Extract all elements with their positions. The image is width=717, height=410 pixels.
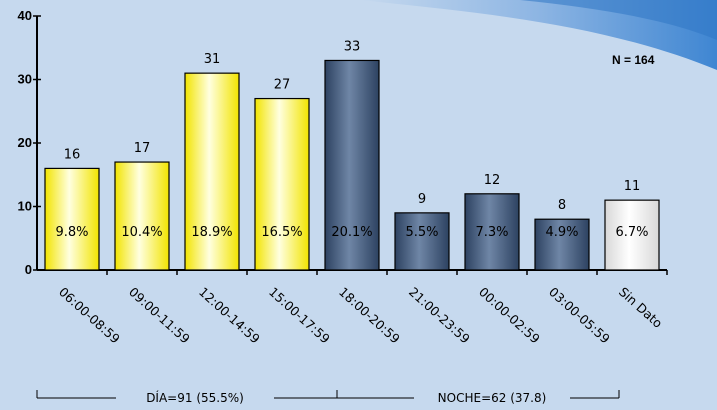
bar bbox=[324, 59, 380, 271]
decorative-swoosh-highlight bbox=[520, 0, 717, 40]
x-tick-label: 03:00-05:59 bbox=[546, 284, 613, 346]
bar-percent-label: 6.7% bbox=[615, 225, 648, 240]
bar-value-label: 31 bbox=[204, 52, 221, 67]
group-brackets: DÍA=91 (55.5%) NOCHE=62 (37.8) bbox=[36, 390, 620, 405]
x-tick-label: 18:00-20:59 bbox=[336, 284, 403, 346]
bar bbox=[254, 97, 310, 271]
bar-value-label: 8 bbox=[558, 198, 566, 213]
x-tick-label: 21:00-23:59 bbox=[406, 284, 473, 346]
bar-percent-label: 9.8% bbox=[55, 225, 88, 240]
bar bbox=[534, 218, 590, 271]
y-tick-label: 40 bbox=[18, 8, 32, 23]
bars bbox=[44, 59, 660, 271]
bar-value-label: 12 bbox=[484, 173, 501, 188]
y-tick-label: 20 bbox=[18, 135, 32, 150]
x-tick-label: 15:00-17:59 bbox=[266, 284, 333, 346]
y-tick-label: 0 bbox=[25, 262, 32, 277]
bar bbox=[184, 72, 240, 271]
bar-percent-label: 18.9% bbox=[191, 225, 232, 240]
x-tick-label: 09:00-11:59 bbox=[126, 284, 193, 346]
sample-size-annotation: N = 164 bbox=[612, 53, 655, 67]
bar-value-label: 33 bbox=[344, 39, 361, 54]
bar-value-label: 17 bbox=[134, 141, 151, 156]
bar-value-label: 16 bbox=[64, 147, 81, 162]
x-tick-label: 06:00-08:59 bbox=[56, 284, 123, 346]
bar-percent-label: 4.9% bbox=[545, 225, 578, 240]
bar-percent-label: 10.4% bbox=[121, 225, 162, 240]
day-group-label: DÍA=91 (55.5%) bbox=[146, 390, 244, 405]
bar bbox=[44, 167, 100, 271]
bar-percent-label: 20.1% bbox=[331, 225, 372, 240]
bar bbox=[114, 161, 170, 271]
bar-value-label: 27 bbox=[274, 78, 291, 93]
bar bbox=[394, 212, 450, 271]
bar bbox=[604, 199, 660, 271]
decorative-swoosh bbox=[360, 0, 717, 70]
bar-percent-label: 5.5% bbox=[405, 225, 438, 240]
x-tick-label: 12:00-14:59 bbox=[196, 284, 263, 346]
bar bbox=[464, 193, 520, 271]
x-tick-label: 00:00-02:59 bbox=[476, 284, 543, 346]
bar-value-label: 9 bbox=[418, 192, 426, 207]
bar-value-label: 11 bbox=[624, 179, 641, 194]
bar-percent-label: 7.3% bbox=[475, 225, 508, 240]
night-group-label: NOCHE=62 (37.8) bbox=[438, 391, 547, 405]
y-tick-label: 30 bbox=[18, 72, 32, 87]
y-tick-label: 10 bbox=[18, 199, 32, 214]
x-tick-label: Sin Dato bbox=[616, 284, 666, 331]
bar-percent-label: 16.5% bbox=[261, 225, 302, 240]
